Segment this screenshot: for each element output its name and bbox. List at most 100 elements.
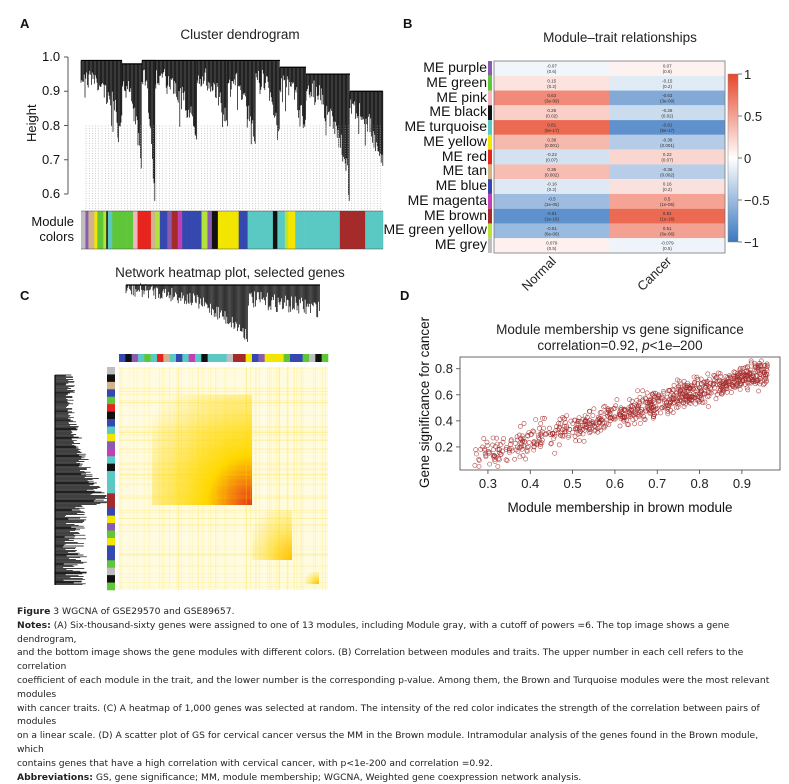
scatter-point [710,382,716,388]
scatter-point [742,365,748,371]
scatter-point [749,378,755,384]
left-module-segment [107,545,115,554]
panel-c-letter: C [20,288,30,303]
scatter-point [538,431,544,437]
module-color-segment [107,211,113,249]
x-tick-label: 0.5 [564,476,582,491]
cell-correlation-label: 0.81 [547,123,556,128]
scatter-point [702,379,707,385]
scatter-point [693,401,698,407]
scatter-point [637,421,643,426]
scatter-point [580,426,585,432]
scatter-point [512,456,518,462]
scatter-point [644,390,650,396]
scatter-point [548,432,554,438]
left-module-segment [107,463,115,472]
left-module-segment [107,560,115,568]
left-module-segment [107,530,115,539]
panel-a-letter: A [20,16,30,31]
scatter-point [703,384,709,390]
scatter-point [758,363,764,368]
scatter-point [670,410,676,416]
scatter-point [556,442,562,448]
left-module-segment [107,471,115,479]
cell-correlation-label: -0.81 [662,123,673,128]
top-module-segment [271,354,278,362]
left-module-segment [107,426,115,435]
panel-c-title: Network heatmap plot, selected genes [115,265,345,280]
heatmap-cell [494,105,610,121]
caption-title: Figure 3 WGCNA of GSE29570 and GSE89657. [17,605,787,619]
module-row-label: ME grey [434,236,487,253]
scatter-point [547,425,552,431]
heatmap-cell [609,120,725,135]
module-row-label: ME red [441,147,487,164]
scatter-point [563,420,568,426]
scatter-point [700,392,706,397]
scatter-point [472,463,478,468]
scatter-point [506,449,512,455]
scatter-point [525,432,530,438]
cell-correlation-label: 0.22 [663,152,672,157]
scatter-point [710,380,716,386]
scatter-point [632,421,637,427]
scatter-point [653,406,659,412]
cell-correlation-label: -0.5 [548,196,556,201]
scatter-point [674,377,680,383]
heatmap-cell [494,179,610,194]
scatter-point [712,389,718,395]
scatter-point [494,435,500,441]
scatter-point [540,415,545,421]
top-module-segment [233,354,240,362]
scatter-point [493,443,498,449]
scatter-point [634,397,640,403]
scatter-point [493,454,499,460]
panel-a-title: Cluster dendrogram [180,27,300,42]
scatter-point [629,404,635,410]
top-module-segment [214,354,221,362]
scatter-point [492,459,498,465]
scatter-point [498,451,504,457]
heatmap-cell [494,134,610,150]
scatter-point [558,430,563,436]
left-module-segment [107,374,115,383]
scatter-point [698,395,704,400]
scatter-point [555,427,561,433]
top-module-segment [252,354,259,362]
module-color-segment [220,211,225,249]
heatmap-cell [609,90,725,106]
scatter-point [648,408,654,414]
scatter-point [754,379,760,385]
tom-block-secondary [252,510,292,560]
module-color-segment [137,211,152,249]
scatter-point [650,413,656,419]
heatmap-cell [494,164,610,180]
scatter-point [543,431,549,437]
cell-correlation-label: -0.26 [662,108,673,113]
scatter-point [501,436,506,442]
scatter-point [573,438,579,444]
top-module-segment [302,354,310,362]
module-color-segment [238,211,248,249]
left-module-segment [107,582,115,591]
top-module-segment [290,354,297,362]
heatmap-cell [609,105,725,121]
cell-correlation-label: 0.81 [663,211,672,216]
cell-correlation-label: 0.26 [547,108,556,113]
scatter-point [719,379,725,384]
scatter-point [671,400,677,406]
cell-pvalue-label: (0.5) [547,246,557,251]
top-module-segment [239,354,246,362]
panel-b-title: Module–trait relationships [543,30,697,45]
scatter-point [535,439,541,445]
scatter-point [695,376,701,382]
scatter-point [742,381,748,387]
cell-pvalue-label: (0.07) [546,158,558,163]
module-color-segment [247,211,266,249]
cell-correlation-label: 0.16 [663,182,672,187]
scatter-point [597,410,603,416]
cell-pvalue-label: (0.07) [661,158,673,163]
panel-a-ytick: 0.7 [42,152,61,167]
scatter-point [718,373,724,379]
cell-correlation-label: -0.22 [547,152,558,157]
